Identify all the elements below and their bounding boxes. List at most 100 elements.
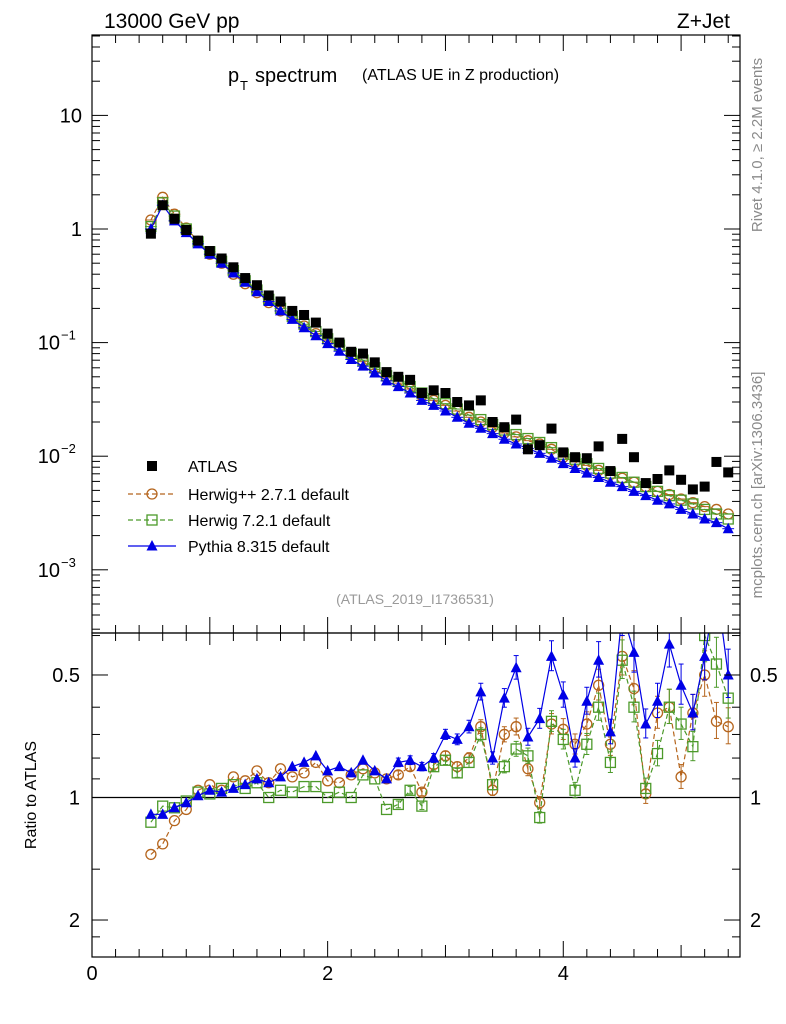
data-point bbox=[699, 513, 711, 524]
ratio-point bbox=[487, 752, 499, 763]
ratio-point bbox=[322, 764, 334, 776]
data-point bbox=[452, 396, 463, 407]
ratio-point bbox=[286, 771, 298, 783]
ratio-point bbox=[545, 715, 558, 728]
ratio-point bbox=[392, 798, 404, 811]
ratio-point bbox=[321, 791, 334, 804]
ratio-point bbox=[333, 760, 345, 772]
ratio-point bbox=[640, 718, 652, 729]
ratio-point bbox=[298, 756, 310, 767]
data-point bbox=[346, 346, 357, 357]
ratio-point bbox=[204, 784, 216, 795]
ratio-point bbox=[545, 650, 557, 661]
ratio-point bbox=[345, 766, 357, 778]
ratio-point bbox=[640, 782, 652, 795]
data-point bbox=[569, 462, 581, 473]
data-point bbox=[405, 374, 416, 385]
data-point bbox=[487, 417, 498, 428]
data-point bbox=[275, 304, 287, 316]
ratio-point bbox=[498, 728, 511, 741]
data-point bbox=[652, 473, 663, 484]
ratio-point bbox=[333, 786, 346, 798]
y-tick-exponent: −1 bbox=[61, 328, 76, 343]
data-point bbox=[581, 453, 592, 464]
ratio-point bbox=[463, 720, 475, 732]
ratio-point bbox=[569, 752, 581, 763]
ratio-point bbox=[687, 740, 699, 753]
ratio-point bbox=[392, 756, 404, 767]
data-point bbox=[499, 422, 510, 433]
ratio-point bbox=[192, 789, 204, 801]
y-tick-exponent: −3 bbox=[61, 555, 76, 570]
ratio-point bbox=[675, 679, 687, 690]
data-point bbox=[546, 423, 557, 434]
data-point bbox=[369, 357, 380, 368]
ratio-point bbox=[251, 772, 263, 784]
ratio-point bbox=[652, 695, 664, 706]
ratio-point bbox=[404, 754, 416, 765]
ratio-point bbox=[286, 786, 298, 798]
ratio-point bbox=[321, 775, 334, 787]
ratio-point bbox=[593, 654, 605, 665]
ratio-point bbox=[310, 780, 322, 793]
ratio-point bbox=[581, 695, 593, 706]
data-point bbox=[617, 433, 628, 444]
ratio-point bbox=[722, 721, 734, 733]
data-point bbox=[534, 447, 546, 458]
ratio-point bbox=[157, 808, 169, 819]
data-point bbox=[357, 348, 368, 359]
data-point bbox=[286, 313, 298, 324]
ratio-point bbox=[451, 767, 463, 779]
ratio-point bbox=[428, 752, 440, 763]
data-point bbox=[381, 374, 393, 386]
ratio-line bbox=[150, 656, 729, 855]
ratio-point bbox=[310, 749, 322, 761]
data-point bbox=[263, 295, 275, 307]
data-point bbox=[169, 213, 180, 224]
ratio-point bbox=[404, 784, 416, 796]
ratio-point bbox=[510, 661, 522, 673]
x-tick-label: 0 bbox=[86, 963, 97, 985]
header-left: 13000 GeV pp bbox=[104, 10, 239, 33]
data-point bbox=[240, 273, 251, 284]
ratio-point bbox=[416, 786, 428, 798]
ratio-point bbox=[475, 685, 487, 697]
data-point bbox=[605, 466, 616, 477]
legend: ATLAS Herwig++ 2.7.1 default Herwig 7.2.1 … bbox=[128, 459, 350, 556]
ratio-point bbox=[416, 800, 428, 812]
data-point bbox=[322, 328, 333, 339]
data-point bbox=[322, 337, 334, 349]
data-point bbox=[687, 484, 698, 495]
legend-label: Herwig 7.2.1 default bbox=[188, 513, 331, 530]
data-point bbox=[416, 388, 427, 399]
ratio-frame bbox=[91, 632, 741, 958]
data-point bbox=[333, 345, 345, 356]
ratio-panel: 0.5 0.5 1 1 2 2 0 2 4 Ratio to ATLAS bbox=[23, 632, 778, 985]
title-subscript: T bbox=[240, 78, 248, 93]
ratio-point bbox=[592, 701, 605, 713]
x-tick-label: 2 bbox=[322, 963, 333, 985]
legend-label: Pythia 8.315 default bbox=[188, 539, 330, 556]
data-point bbox=[711, 456, 722, 467]
data-point bbox=[675, 503, 687, 514]
data-point bbox=[345, 353, 357, 364]
data-point bbox=[393, 371, 404, 382]
ratio-point bbox=[534, 811, 546, 824]
data-point bbox=[299, 309, 310, 320]
x-tick-label: 4 bbox=[558, 963, 569, 985]
ratio-series-2 bbox=[145, 633, 734, 819]
ratio-point bbox=[463, 756, 475, 769]
main-series bbox=[145, 191, 735, 534]
ratio-point bbox=[298, 767, 310, 779]
data-point bbox=[416, 394, 428, 405]
ratio-point bbox=[439, 754, 452, 766]
ratio-y-label-right: 1 bbox=[750, 788, 761, 810]
data-point bbox=[640, 489, 652, 501]
data-point bbox=[298, 321, 310, 333]
legend-marker bbox=[147, 461, 157, 471]
ratio-point bbox=[557, 733, 569, 746]
main-title: p T spectrum (ATLAS UE in Z production) bbox=[228, 65, 559, 93]
ratio-series bbox=[145, 633, 734, 861]
